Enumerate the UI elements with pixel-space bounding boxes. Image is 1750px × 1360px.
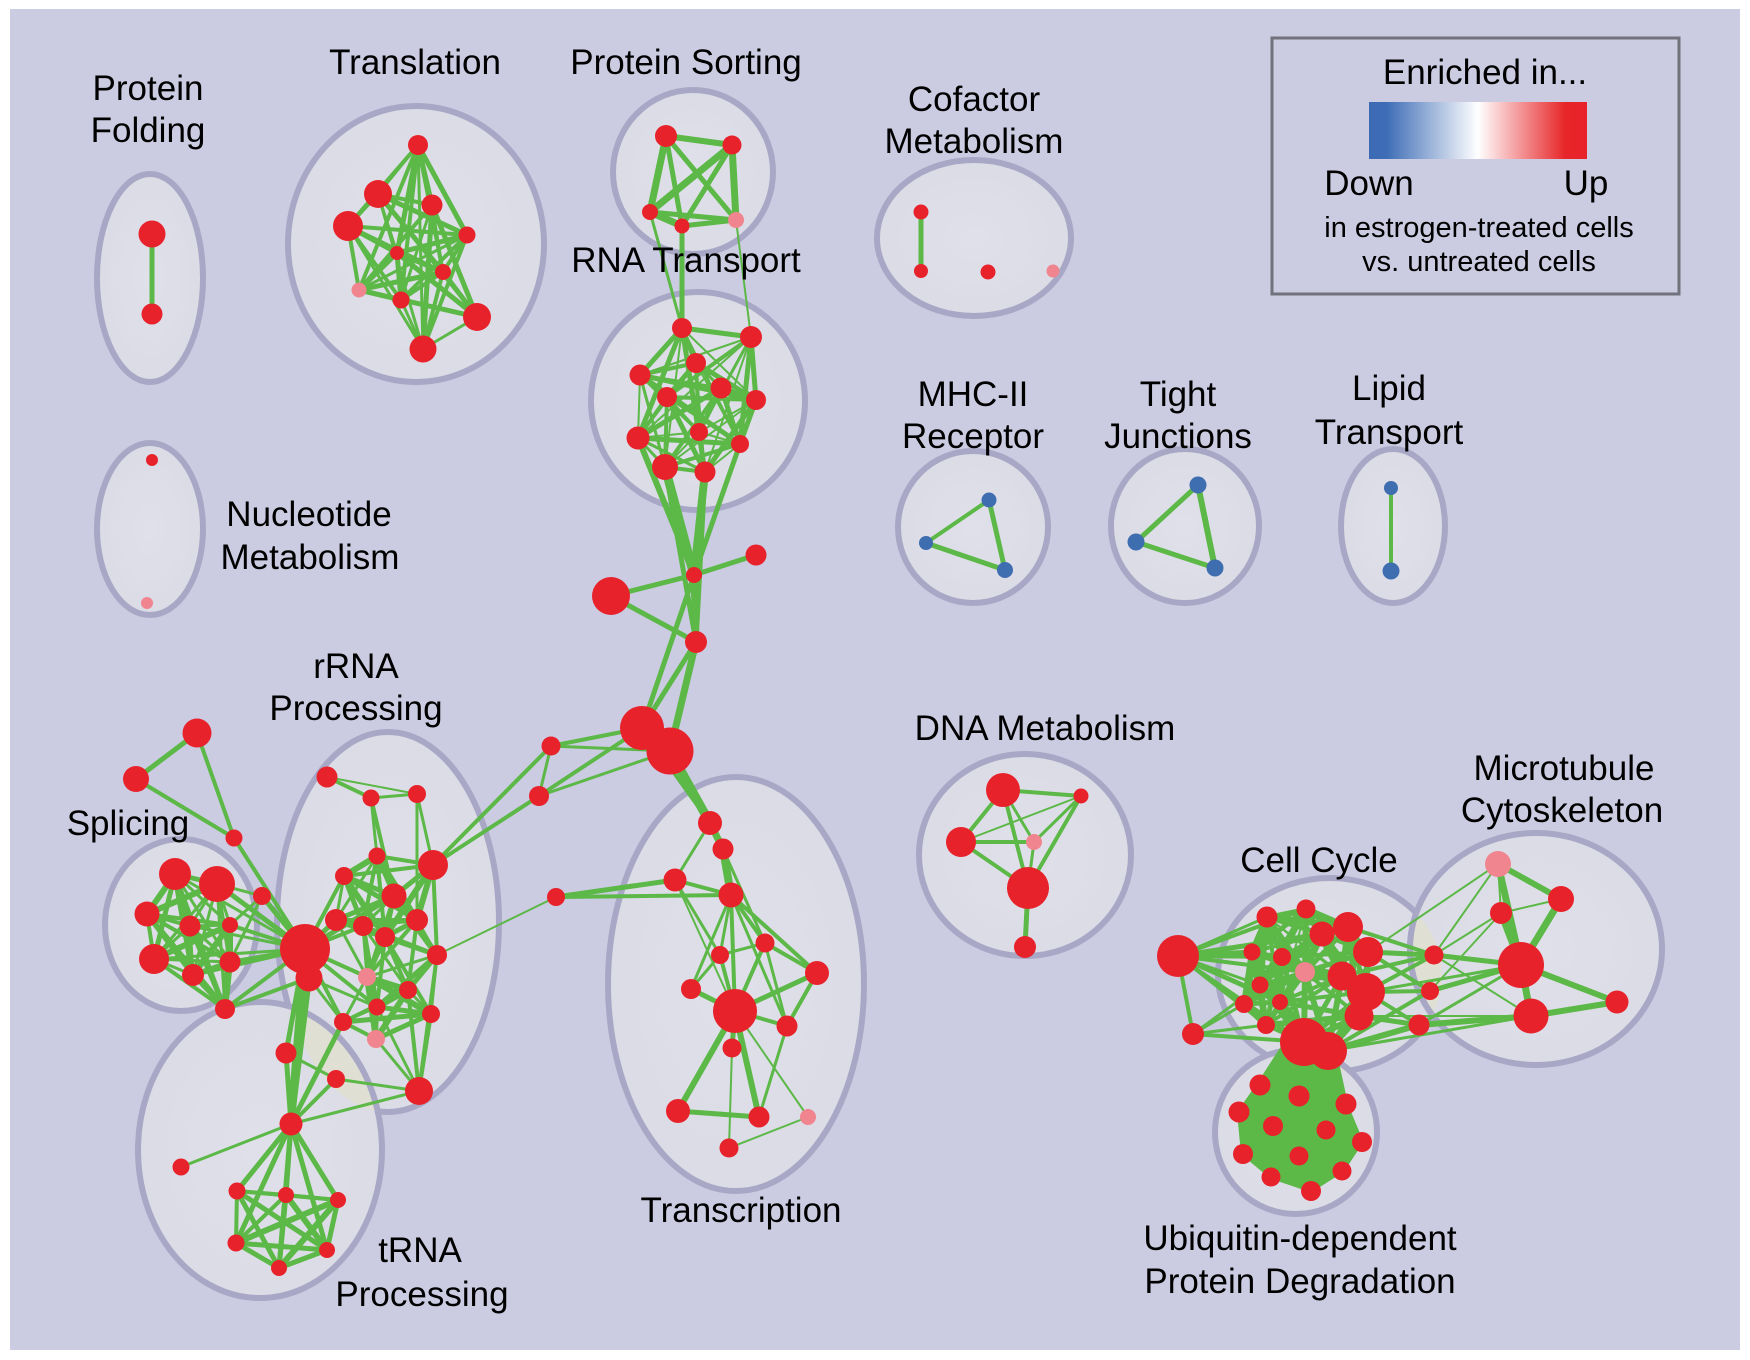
svg-text:Transcription: Transcription (641, 1191, 842, 1230)
svg-text:MHC-II: MHC-II (918, 375, 1029, 414)
svg-text:Receptor: Receptor (902, 417, 1044, 456)
svg-text:tRNA: tRNA (378, 1231, 462, 1270)
svg-text:Cytoskeleton: Cytoskeleton (1461, 791, 1663, 830)
svg-text:Microtubule: Microtubule (1474, 749, 1655, 788)
svg-text:Ubiquitin-dependent: Ubiquitin-dependent (1143, 1219, 1457, 1258)
svg-text:Processing: Processing (269, 689, 442, 728)
svg-text:Lipid: Lipid (1352, 369, 1426, 408)
svg-text:DNA Metabolism: DNA Metabolism (915, 709, 1176, 748)
svg-text:Tight: Tight (1140, 375, 1217, 414)
svg-text:Protein: Protein (93, 69, 204, 108)
svg-text:Enriched in...: Enriched in... (1383, 53, 1587, 92)
svg-text:Protein Sorting: Protein Sorting (570, 43, 802, 82)
svg-text:rRNA: rRNA (313, 647, 399, 686)
svg-text:vs. untreated cells: vs. untreated cells (1362, 246, 1596, 278)
svg-text:Processing: Processing (335, 1275, 508, 1314)
svg-text:Down: Down (1324, 164, 1413, 203)
svg-text:in estrogen-treated cells: in estrogen-treated cells (1324, 212, 1634, 244)
svg-text:Translation: Translation (329, 43, 501, 82)
svg-text:Folding: Folding (91, 111, 206, 150)
svg-text:Metabolism: Metabolism (221, 538, 400, 577)
svg-text:Protein Degradation: Protein Degradation (1144, 1262, 1455, 1301)
svg-text:Nucleotide: Nucleotide (226, 495, 391, 534)
svg-text:RNA Transport: RNA Transport (571, 241, 801, 280)
svg-text:Metabolism: Metabolism (885, 122, 1064, 161)
svg-text:Up: Up (1564, 164, 1609, 203)
svg-text:Transport: Transport (1315, 413, 1464, 452)
svg-text:Cofactor: Cofactor (908, 80, 1041, 119)
svg-text:Junctions: Junctions (1104, 417, 1252, 456)
svg-text:Cell Cycle: Cell Cycle (1240, 841, 1398, 880)
svg-text:Splicing: Splicing (67, 804, 190, 843)
